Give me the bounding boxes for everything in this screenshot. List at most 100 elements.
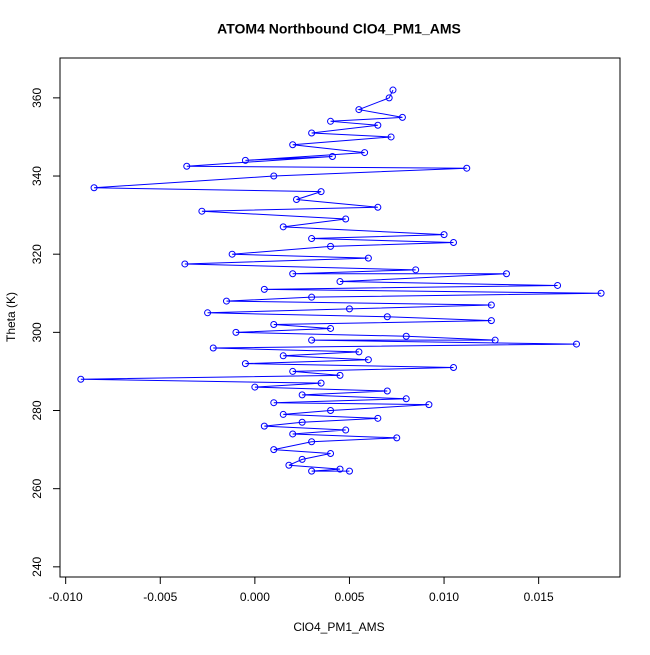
x-tick-label: -0.010 xyxy=(49,590,83,604)
point xyxy=(298,391,306,399)
y-tick-label: 360 xyxy=(30,88,44,108)
point xyxy=(317,379,325,387)
point xyxy=(374,203,382,211)
point xyxy=(398,113,406,121)
point xyxy=(327,407,335,415)
point xyxy=(336,465,344,473)
point xyxy=(502,270,510,278)
point xyxy=(209,344,217,352)
y-tick-label: 320 xyxy=(30,244,44,264)
point xyxy=(374,121,382,129)
point xyxy=(308,467,316,475)
point xyxy=(241,156,249,164)
point xyxy=(364,254,372,262)
point xyxy=(425,401,433,409)
point xyxy=(328,152,336,160)
point xyxy=(270,399,278,407)
point xyxy=(90,184,98,192)
point xyxy=(450,364,458,372)
point xyxy=(317,188,325,196)
x-tick-label: 0.005 xyxy=(334,590,364,604)
point xyxy=(385,94,393,102)
point xyxy=(487,301,495,309)
point xyxy=(342,215,350,223)
point xyxy=(308,336,316,344)
y-tick-label: 260 xyxy=(30,478,44,498)
point xyxy=(355,348,363,356)
point xyxy=(279,410,287,418)
point xyxy=(183,162,191,170)
point xyxy=(450,238,458,246)
point xyxy=(77,375,85,383)
point xyxy=(554,281,562,289)
point xyxy=(270,321,278,329)
point xyxy=(228,250,236,258)
point xyxy=(374,414,382,422)
point xyxy=(181,260,189,268)
point xyxy=(355,106,363,114)
point xyxy=(260,422,268,430)
y-tick-label: 300 xyxy=(30,322,44,342)
x-tick-label: 0.000 xyxy=(240,590,270,604)
point xyxy=(289,430,297,438)
point xyxy=(308,235,316,243)
point xyxy=(298,418,306,426)
point xyxy=(402,332,410,340)
point xyxy=(342,426,350,434)
point xyxy=(222,297,230,305)
point xyxy=(387,133,395,141)
point xyxy=(198,207,206,215)
y-tick-label: 240 xyxy=(30,557,44,577)
point xyxy=(327,242,335,250)
point xyxy=(289,367,297,375)
point xyxy=(308,293,316,301)
point xyxy=(289,141,297,149)
point xyxy=(487,317,495,325)
point xyxy=(327,117,335,125)
point xyxy=(251,383,259,391)
x-tick-label: -0.005 xyxy=(143,590,177,604)
point xyxy=(270,172,278,180)
point xyxy=(204,309,212,317)
point xyxy=(336,371,344,379)
point xyxy=(361,149,369,157)
y-tick-label: 280 xyxy=(30,400,44,420)
point xyxy=(270,446,278,454)
point xyxy=(327,324,335,332)
point xyxy=(402,395,410,403)
point xyxy=(336,278,344,286)
point xyxy=(327,450,335,458)
point xyxy=(383,313,391,321)
point xyxy=(345,467,353,475)
y-tick-label: 340 xyxy=(30,166,44,186)
point xyxy=(393,434,401,442)
point xyxy=(285,461,293,469)
series-line xyxy=(80,89,602,472)
point xyxy=(292,195,300,203)
point xyxy=(279,352,287,360)
point xyxy=(298,455,306,463)
point xyxy=(491,336,499,344)
y-axis-label: Theta (K) xyxy=(4,292,18,342)
x-axis-label: ClO4_PM1_AMS xyxy=(293,620,384,634)
x-tick-label: 0.010 xyxy=(429,590,459,604)
x-tick-label: 0.015 xyxy=(524,590,554,604)
chart-title: ATOM4 Northbound ClO4_PM1_AMS xyxy=(217,21,461,37)
point xyxy=(389,86,397,94)
point xyxy=(241,360,249,368)
point xyxy=(440,231,448,239)
point xyxy=(260,285,268,293)
point xyxy=(463,164,471,172)
point xyxy=(345,305,353,313)
point xyxy=(572,340,580,348)
point xyxy=(232,328,240,336)
point xyxy=(279,223,287,231)
point xyxy=(308,438,316,446)
point xyxy=(364,356,372,364)
point xyxy=(289,270,297,278)
point xyxy=(597,289,605,297)
point xyxy=(383,387,391,395)
point xyxy=(308,129,316,137)
